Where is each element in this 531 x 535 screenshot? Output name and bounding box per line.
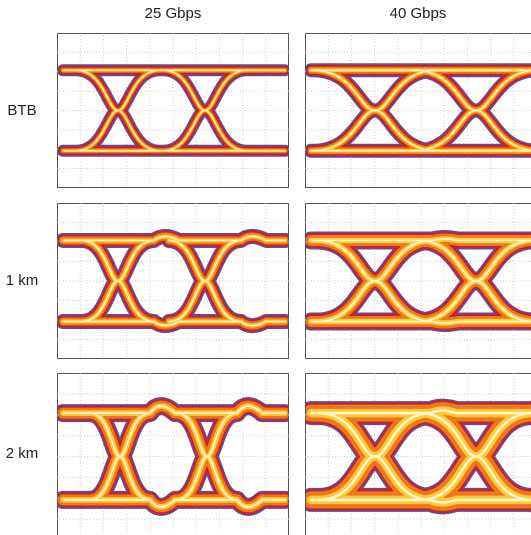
eye-panel xyxy=(305,203,531,359)
row-label: BTB xyxy=(7,102,36,119)
panel-frame xyxy=(57,33,289,188)
eye-panel xyxy=(57,373,289,535)
panel-frame xyxy=(305,33,531,188)
eye-trace xyxy=(306,63,531,158)
eye-trace-layer xyxy=(62,235,286,327)
eye-trace xyxy=(306,398,531,515)
eye-trace-layer xyxy=(62,405,286,508)
eye-panel xyxy=(305,373,531,535)
eye-panel xyxy=(57,33,289,188)
eye-panel xyxy=(305,33,531,188)
eye-trace xyxy=(58,397,288,516)
eye-trace-layer xyxy=(310,69,531,152)
eye-trace xyxy=(306,229,531,333)
panel-frame xyxy=(305,203,531,359)
column-header: 40 Gbps xyxy=(390,5,447,22)
eye-trace xyxy=(58,64,288,157)
eye-panel xyxy=(57,203,289,359)
row-label: 2 km xyxy=(6,445,39,462)
eye-trace-layer xyxy=(62,69,286,152)
row-label: 1 km xyxy=(6,272,39,289)
column-header: 25 Gbps xyxy=(145,5,202,22)
eye-trace xyxy=(58,228,288,334)
eye-trace-layer xyxy=(310,238,531,324)
eye-trace-layer xyxy=(309,409,531,504)
